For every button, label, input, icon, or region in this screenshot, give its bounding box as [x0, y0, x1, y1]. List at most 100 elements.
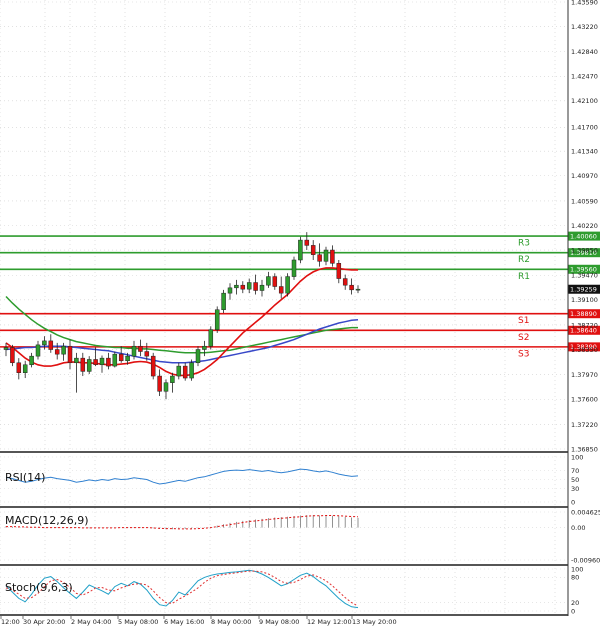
price-panel[interactable]: R3 1.40060 R2 1.39810 R1 1.39560 S1 1.38890 S2 1.…: [0, 231, 600, 400]
candle[interactable]: [74, 352, 79, 393]
candle[interactable]: [157, 369, 162, 396]
level-value-s3: 1.38390: [570, 343, 597, 351]
candle-body: [150, 355, 156, 377]
candle[interactable]: [176, 362, 182, 380]
candle[interactable]: [266, 271, 271, 288]
ma-green-line: [5, 295, 358, 354]
candle-body: [310, 245, 316, 255]
candle[interactable]: [138, 339, 143, 357]
price-tick-label: 1.40220: [571, 222, 598, 230]
candle[interactable]: [118, 346, 124, 363]
candle[interactable]: [208, 326, 214, 350]
candle-body: [48, 340, 54, 350]
candle[interactable]: [253, 274, 258, 295]
candle-body: [42, 340, 47, 346]
candle-body: [74, 357, 79, 364]
candle[interactable]: [349, 278, 354, 295]
stoch-panel[interactable]: Stoch(9,6,3): [5, 569, 359, 609]
candle-body: [214, 309, 220, 330]
candle[interactable]: [67, 339, 73, 370]
candle[interactable]: [214, 306, 220, 333]
candle-body: [253, 282, 258, 291]
candle-body: [29, 355, 34, 366]
candle[interactable]: [93, 347, 98, 367]
x-tick-label: 12:00: [1, 618, 20, 626]
candle[interactable]: [234, 279, 239, 295]
candle[interactable]: [227, 283, 233, 300]
candle[interactable]: [195, 346, 201, 367]
candle[interactable]: [29, 352, 34, 368]
candle[interactable]: [355, 285, 361, 294]
macd-tick-label: -0.009608: [571, 556, 600, 564]
candle-body: [227, 287, 233, 294]
candle[interactable]: [342, 274, 348, 290]
candle[interactable]: [131, 340, 137, 360]
candle[interactable]: [323, 246, 329, 266]
rsi-panel[interactable]: RSI(14): [5, 468, 359, 485]
candle[interactable]: [317, 243, 322, 267]
current-price-label: 1.39259: [570, 286, 597, 294]
stoch-tick-label: 20: [571, 599, 579, 607]
candle[interactable]: [42, 336, 47, 350]
candle[interactable]: [61, 342, 66, 361]
x-tick-label: 6 May 16:00: [164, 618, 204, 626]
price-tick-label: 1.41700: [571, 124, 598, 132]
candle-body: [285, 276, 290, 294]
candle[interactable]: [272, 273, 278, 290]
candle[interactable]: [246, 278, 252, 294]
candle[interactable]: [80, 352, 86, 377]
candle-body: [240, 284, 246, 290]
candle[interactable]: [54, 342, 60, 360]
panel-separator: [0, 614, 568, 616]
candle[interactable]: [22, 360, 28, 379]
level-value-r3: 1.40060: [570, 232, 597, 240]
candle[interactable]: [163, 379, 169, 400]
candle[interactable]: [291, 256, 297, 280]
candle[interactable]: [144, 342, 150, 361]
candle-body: [22, 364, 28, 373]
candle[interactable]: [298, 236, 303, 264]
candle[interactable]: [86, 356, 92, 375]
candle[interactable]: [10, 344, 15, 367]
candle[interactable]: [125, 352, 130, 365]
price-tick-label: 1.38350: [571, 346, 598, 354]
price-tick-label: 1.40590: [571, 197, 598, 205]
price-tick-label: 1.39100: [571, 296, 598, 304]
candle[interactable]: [48, 334, 54, 353]
candle[interactable]: [170, 372, 175, 393]
candle[interactable]: [189, 359, 194, 381]
candle[interactable]: [99, 355, 105, 373]
candle[interactable]: [150, 352, 156, 380]
candle[interactable]: [221, 289, 226, 314]
candle-body: [16, 362, 22, 373]
level-name-s2: S2: [518, 333, 529, 343]
candle-body: [266, 276, 271, 286]
price-tick-label: 1.36850: [571, 445, 598, 453]
candle[interactable]: [106, 352, 111, 370]
grid-layer: [0, 0, 568, 614]
price-tick-label: 1.38720: [571, 321, 598, 329]
price-tick-label: 1.41340: [571, 148, 598, 156]
candle[interactable]: [285, 273, 290, 297]
candle[interactable]: [112, 351, 118, 368]
candle[interactable]: [16, 358, 22, 380]
price-tick-label: 1.39850: [571, 246, 598, 254]
candle[interactable]: [259, 279, 265, 297]
x-tick-label: 30 Apr 20:00: [23, 618, 65, 626]
level-value-s2: 1.38640: [570, 327, 597, 335]
candle[interactable]: [3, 342, 9, 357]
candle[interactable]: [278, 276, 284, 299]
candle[interactable]: [310, 240, 316, 260]
rsi-tick-label: 100: [571, 453, 583, 461]
candle[interactable]: [202, 340, 207, 357]
macd-panel[interactable]: MACD(12,26,9): [5, 514, 359, 530]
candle[interactable]: [182, 362, 188, 381]
candle[interactable]: [330, 245, 335, 267]
price-tick-label: 1.37970: [571, 371, 598, 379]
candle[interactable]: [304, 232, 310, 251]
level-value-r2: 1.39810: [570, 249, 597, 257]
candle-body: [342, 278, 348, 286]
candle[interactable]: [240, 281, 246, 294]
candle[interactable]: [336, 259, 342, 284]
candle[interactable]: [35, 340, 41, 360]
